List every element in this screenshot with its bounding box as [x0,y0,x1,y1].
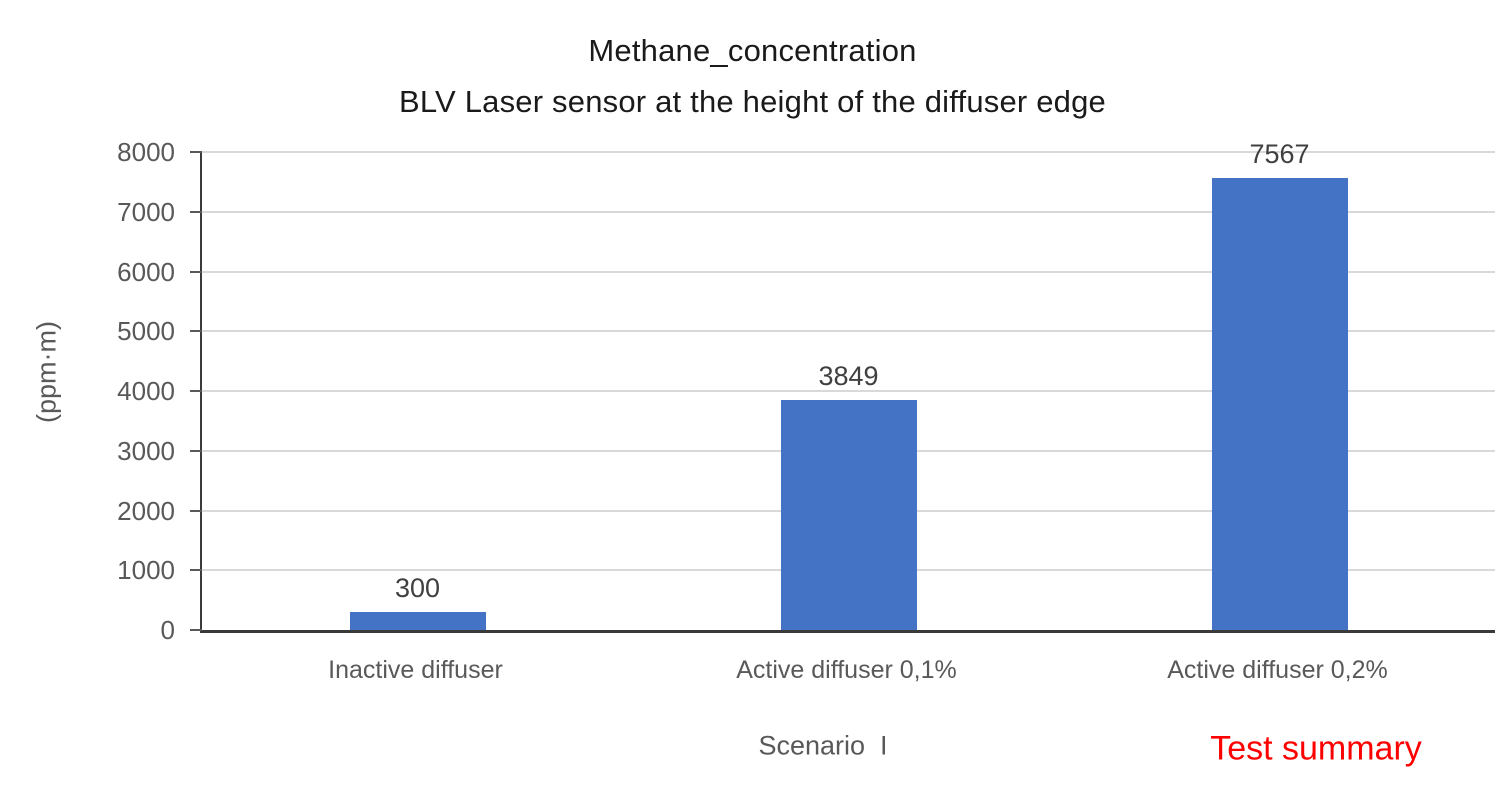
gridline-8000 [202,151,1495,153]
data-label-1: 3849 [818,361,879,392]
bar-0 [349,612,486,630]
data-label-0: 300 [394,573,441,604]
y-tick-label-6000: 6000 [117,256,175,287]
bar-2 [1211,177,1348,630]
y-tick-mark-0 [190,629,202,631]
gridline-5000 [202,330,1495,333]
y-tick-mark-7000 [190,210,202,213]
y-tick-label-2000: 2000 [117,495,175,526]
category-label-2: Active diffuser 0,2% [1167,656,1388,684]
y-tick-label-0: 0 [160,615,175,645]
y-tick-mark-8000 [190,151,202,153]
y-tick-label-5000: 5000 [117,316,175,347]
y-tick-label-3000: 3000 [117,435,175,466]
test-summary-annotation: Test summary [1210,729,1422,768]
data-label-2: 7567 [1249,138,1310,169]
plot-area: 300 3849 7567 [190,139,1495,633]
y-tick-label-4000: 4000 [117,376,175,406]
y-tick-label-1000: 1000 [117,555,175,586]
y-tick-mark-5000 [190,330,202,333]
y-tick-mark-4000 [190,390,202,392]
bar-1 [780,400,917,630]
gridline-7000 [202,210,1495,213]
chart-title: Methane_concentration [588,33,917,68]
y-tick-mark-2000 [190,509,202,512]
y-tick-mark-6000 [190,270,202,273]
gridline-4000 [202,390,1495,392]
y-tick-label-7000: 7000 [117,196,175,227]
category-label-1: Active diffuser 0,1% [736,656,957,684]
gridline-6000 [202,270,1495,273]
chart-subtitle: BLV Laser sensor at the height of the di… [398,84,1107,119]
category-label-0: Inactive diffuser [328,656,503,684]
y-tick-label-8000: 8000 [117,137,175,167]
y-tick-mark-1000 [190,569,202,572]
scenario-annotation: Scenario I [758,730,888,761]
y-axis-tick-labels: 0 1000 2000 3000 4000 5000 6000 7000 8000 [5,0,175,791]
y-tick-mark-3000 [190,449,202,452]
